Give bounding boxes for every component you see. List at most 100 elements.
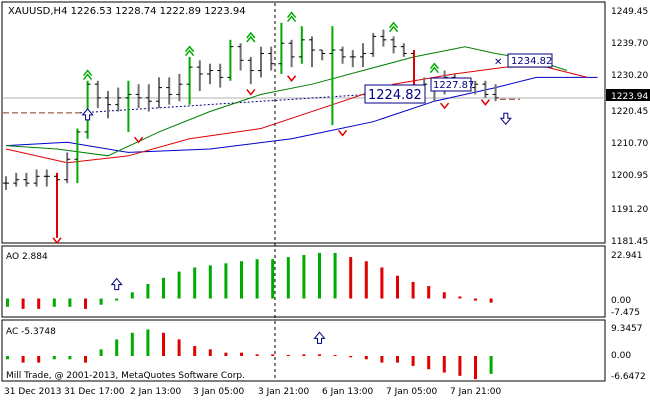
ohlc-bar: [472, 80, 479, 95]
histogram-bar: [271, 259, 275, 299]
time-tick: 3 Jan 21:00: [258, 387, 310, 397]
histogram-bar: [37, 298, 41, 309]
histogram-bar: [333, 252, 337, 299]
histogram-bar: [177, 339, 181, 356]
price-tick: 1191.20: [611, 205, 648, 215]
time-tick: 7 Jan 21:00: [450, 387, 502, 397]
histogram-bar: [411, 281, 415, 299]
ohlc-bar: [135, 84, 142, 109]
histogram-bar: [84, 355, 87, 363]
ao-label: AO 2.884: [6, 252, 48, 262]
ohlc-bar: [400, 43, 407, 57]
ohlc-bar: [166, 77, 173, 105]
histogram-bar: [364, 261, 368, 299]
histogram-bar: [489, 355, 493, 374]
histogram-bar: [84, 298, 87, 309]
histogram-bar: [224, 352, 228, 356]
ao-plot: [6, 252, 493, 309]
price-tag-box: [364, 84, 426, 104]
histogram-bar: [193, 267, 197, 299]
time-tick: 31 Dec 2013: [4, 387, 62, 397]
histogram-bar: [224, 263, 228, 299]
ohlc-bar: [43, 169, 50, 187]
histogram-bar: [52, 298, 56, 307]
histogram-bar: [37, 355, 41, 363]
histogram-bar: [68, 298, 72, 307]
price-tick: 1230.20: [611, 71, 648, 81]
ohlc-bar: [390, 36, 397, 54]
fractal-up-arrow: [287, 11, 297, 23]
price-tick: 1210.70: [611, 139, 648, 149]
ohlc-bar: [115, 87, 122, 112]
current-price-box: [606, 89, 650, 101]
price-axis: 1249.45 1239.70 1230.20 1220.45 1210.70 …: [606, 7, 650, 247]
histogram-bar: [68, 355, 72, 360]
signal-down-arrow: [499, 112, 512, 126]
fractal-up-arrow: [185, 45, 195, 57]
histogram-bar: [271, 354, 275, 356]
ohlc-bar: [176, 73, 183, 102]
histogram-bar: [380, 355, 384, 363]
ohlc-bar: [319, 49, 326, 61]
ohlc-bar: [145, 84, 152, 112]
histogram-bar: [240, 352, 243, 356]
histogram-bar: [52, 355, 56, 360]
ohlc-bar: [186, 56, 193, 105]
histogram-bar: [442, 355, 446, 373]
ohlc-bar: [207, 63, 213, 85]
ao-tick: 0.00: [611, 296, 631, 306]
fractal-up-arrow: [389, 21, 399, 33]
price-tag: 1224.82: [368, 88, 422, 103]
ohlc-bar: [13, 172, 20, 187]
histogram-bar: [130, 292, 134, 299]
ohlc-bar: [33, 169, 40, 187]
histogram-bar: [474, 298, 477, 301]
ohlc-bar: [339, 46, 346, 64]
fractal-up-arrow: [429, 62, 439, 74]
histogram-bar: [458, 355, 462, 376]
fractal-down-arrow: [287, 75, 297, 82]
copyright-text: Mill Trade, @ 2001-2013, MetaQuotes Soft…: [6, 371, 245, 381]
ohlc-bar: [94, 80, 101, 109]
ohlc-bar: [370, 33, 377, 57]
price-tags: 1224.82 1227.87 1234.82: [364, 53, 553, 104]
histogram-bar: [162, 277, 165, 299]
histogram-bar: [177, 271, 181, 299]
ohlc-bar: [298, 26, 305, 64]
histogram-bar: [193, 346, 197, 356]
histogram-bar: [255, 354, 259, 356]
histogram-bar: [427, 355, 431, 370]
histogram-bar: [411, 355, 415, 366]
histogram-bar: [208, 349, 212, 356]
ac-tick: 0.00: [611, 351, 631, 361]
ohlc-bar: [196, 60, 203, 92]
histogram-bar: [99, 349, 103, 356]
histogram-bar: [115, 298, 119, 301]
ohlc-bar: [125, 80, 132, 132]
ohlc-bar: [237, 43, 244, 71]
ohlc-bar: [247, 56, 254, 85]
histogram-bar: [442, 292, 446, 299]
price-tag: 1227.87: [433, 80, 474, 91]
ohlc-bar: [288, 39, 295, 68]
ohlc-bar: [217, 63, 224, 88]
histogram-bar: [208, 265, 212, 299]
histogram-bar: [474, 355, 477, 380]
trade-marker: ✕: [494, 57, 502, 68]
histogram-bar: [99, 298, 103, 305]
ac-axis: 9.3457 0.00 -6.6472: [611, 324, 646, 382]
histogram-bar: [427, 286, 431, 299]
price-tick: 1249.45: [611, 7, 648, 17]
ohlc-bar: [492, 84, 499, 102]
ao-axis: 22.941 0.00 -7.475: [611, 251, 643, 318]
histogram-bar: [489, 298, 493, 303]
ohlc-bar: [23, 172, 30, 187]
fractal-up-arrow: [246, 31, 256, 43]
price-tick: 1200.95: [611, 171, 648, 181]
histogram-bar: [130, 332, 134, 356]
ohlc-bar: [3, 176, 9, 190]
price-tick: 1239.70: [611, 39, 648, 49]
histogram-bar: [286, 257, 290, 299]
main-chart-frame: [1, 1, 606, 244]
